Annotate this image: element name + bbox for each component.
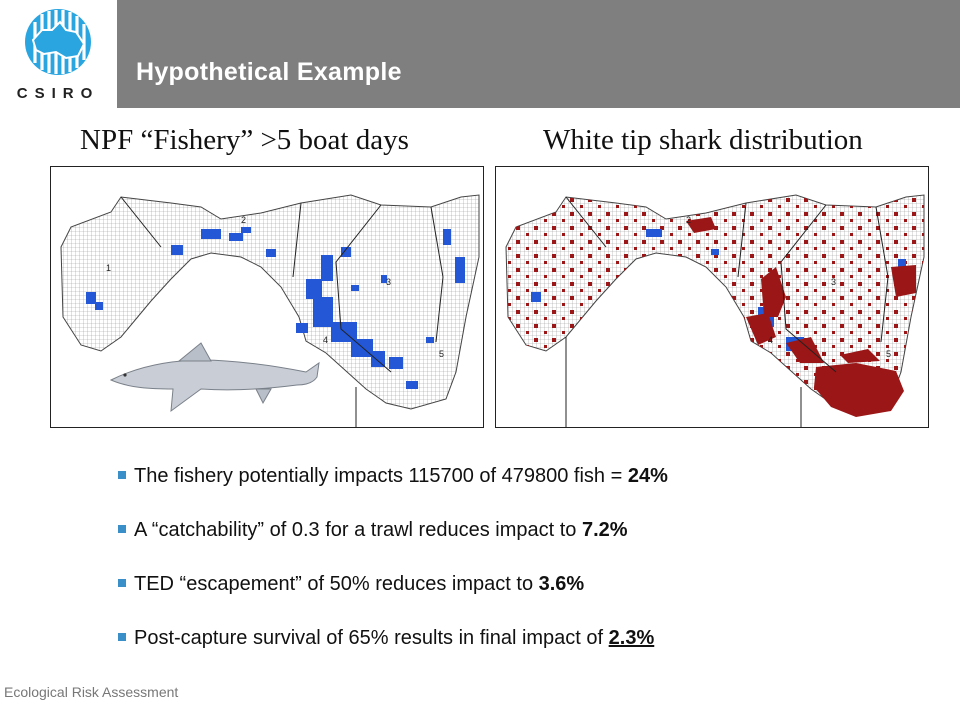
bullet-value: 24% — [627, 465, 668, 487]
fishery-boundaries — [120, 196, 444, 427]
region-label-5: 5 — [439, 349, 444, 359]
shark-illustration — [109, 342, 320, 413]
bullet-square-icon — [118, 524, 126, 533]
bullet-text: A “catchability” of 0.3 for a trawl redu… — [134, 519, 582, 541]
region-label-5: 5 — [886, 349, 891, 359]
region-label-4: 4 — [768, 335, 773, 345]
header-bar — [117, 0, 960, 108]
fishery-cells — [86, 227, 465, 389]
shark-distribution-map: 2 3 4 5 — [495, 166, 929, 428]
bullet-item: A “catchability” of 0.3 for a trawl redu… — [118, 516, 918, 544]
region-label-1: 1 — [106, 263, 111, 273]
bullet-item: Post-capture survival of 65% results in … — [118, 624, 918, 652]
bullet-item: The fishery potentially impacts 115700 o… — [118, 462, 918, 490]
csiro-logo-icon: CSIRO — [17, 9, 100, 102]
bullet-text: Post-capture survival of 65% results in … — [134, 627, 609, 649]
region-label-2: 2 — [686, 215, 691, 225]
csiro-logo: CSIRO — [0, 0, 117, 108]
region-label-3: 3 — [831, 277, 836, 287]
footer-text: Ecological Risk Assessment — [4, 684, 179, 700]
page-title: Hypothetical Example — [136, 58, 402, 86]
bullet-square-icon — [118, 470, 126, 479]
shark-map-title: White tip shark distribution — [543, 124, 863, 156]
bullet-square-icon — [118, 632, 126, 641]
bullet-value: 2.3% — [608, 627, 655, 649]
region-label-2: 2 — [241, 215, 246, 225]
logo-text: CSIRO — [17, 85, 100, 102]
fishery-map: 1 2 3 4 5 — [50, 166, 484, 428]
bullet-value: 3.6% — [538, 573, 585, 595]
region-label-3: 3 — [386, 277, 391, 287]
shark-dense-areas — [686, 217, 916, 417]
impact-bullet-list: The fishery potentially impacts 115700 o… — [118, 462, 918, 678]
region-label-4: 4 — [323, 335, 328, 345]
bullet-square-icon — [118, 578, 126, 587]
fishery-map-title: NPF “Fishery” >5 boat days — [80, 124, 409, 156]
bullet-value: 7.2% — [581, 519, 628, 541]
bullet-item: TED “escapement” of 50% reduces impact t… — [118, 570, 918, 598]
bullet-text: The fishery potentially impacts 115700 o… — [134, 465, 628, 487]
bullet-text: TED “escapement” of 50% reduces impact t… — [134, 573, 539, 595]
